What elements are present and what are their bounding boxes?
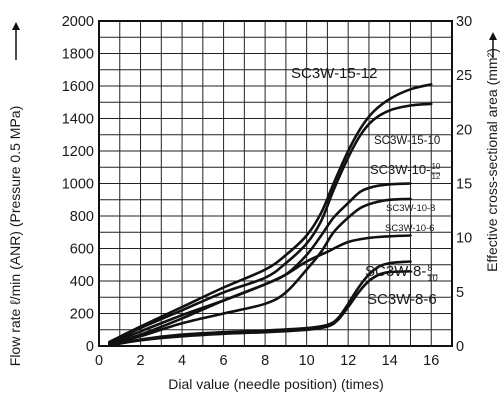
series-label-text: SC3W-10-	[370, 162, 430, 177]
series-line-sc3w-8-6	[108, 270, 412, 347]
series-label: SC3W-10-8	[386, 203, 435, 214]
series-curves	[108, 83, 433, 347]
series-label-text: SC3W-10-8	[386, 203, 435, 214]
x-tick-label: 12	[340, 353, 356, 369]
series-label-text: SC3W-8-6	[367, 291, 437, 308]
x-tick-label: 14	[382, 353, 398, 369]
y-tick-label: 0	[86, 339, 94, 355]
series-label-text: SC3W-15-12	[291, 65, 377, 82]
x-tick-label: 10	[299, 353, 315, 369]
series-line-sc3w-10-8	[108, 197, 412, 346]
series-label-superscript: 10	[431, 162, 440, 171]
series-label: SC3W-15-12	[291, 65, 377, 82]
y2-axis-label-group: Effective cross-sectional area (mm²)	[484, 32, 500, 272]
series-label-text: SC3W-15-10	[374, 135, 440, 147]
series-label: SC3W-10-6	[385, 223, 434, 234]
y-tick-label: 800	[70, 209, 94, 225]
y-tick-label: 1400	[62, 112, 94, 128]
x-tick-label: 16	[423, 353, 439, 369]
x-tick-label: 8	[261, 353, 269, 369]
series-label: SC3W-8- 810	[365, 263, 438, 283]
y2-tick-label: 20	[456, 122, 472, 138]
y-tick-label: 1800	[62, 47, 94, 63]
y-axis-arrowhead	[12, 22, 20, 30]
y-tick-label: 1200	[62, 144, 94, 160]
y2-axis-label: Effective cross-sectional area (mm²)	[484, 48, 500, 272]
series-line-sc3w-10-10-12	[108, 182, 412, 345]
x-axis-label: Dial value (needle position) (times)	[168, 376, 384, 392]
y-tick-label: 1600	[62, 79, 94, 95]
y2-tick-label: 0	[456, 339, 464, 355]
series-label: SC3W-15-10	[374, 135, 440, 147]
y2-tick-label: 15	[456, 177, 472, 193]
series-label-text: SC3W-8-	[365, 263, 426, 280]
y-axis-label-group: Flow rate ℓ/min (ANR) (Pressure 0.5 MPa)	[7, 22, 23, 366]
x-tick-label: 4	[178, 353, 186, 369]
series-line-sc3w-15-10	[108, 102, 433, 345]
series-label-superscript: 8	[427, 263, 432, 273]
x-tick-label: 6	[220, 353, 228, 369]
y2-tick-label: 10	[456, 231, 472, 247]
y-tick-label: 2000	[62, 14, 94, 30]
y2-axis-arrowhead	[489, 32, 497, 40]
x-tick-label: 2	[136, 353, 144, 369]
y2-tick-label: 25	[456, 68, 472, 84]
plot-frame	[98, 20, 453, 347]
series-label: SC3W-8-6	[367, 291, 437, 308]
series-label-subscript: 12	[431, 172, 440, 181]
y2-tick-label: 30	[456, 14, 472, 30]
y2-tick-label: 5	[456, 285, 464, 301]
tick-labels: 0 2 4 6 8 10 12 14 16020040060080010001200140016…	[62, 14, 472, 369]
series-line-sc3w-15-12	[108, 83, 433, 344]
y-tick-label: 1000	[62, 177, 94, 193]
y-tick-label: 600	[70, 242, 94, 258]
x-tick-label: 0	[95, 353, 103, 369]
series-line-sc3w-8-8-10	[108, 234, 412, 346]
series-label-subscript: 10	[427, 273, 437, 283]
series-label-text: SC3W-10-6	[385, 223, 434, 234]
y-tick-label: 400	[70, 274, 94, 290]
y-axis-label: Flow rate ℓ/min (ANR) (Pressure 0.5 MPa)	[7, 106, 23, 366]
y-tick-label: 200	[70, 307, 94, 323]
